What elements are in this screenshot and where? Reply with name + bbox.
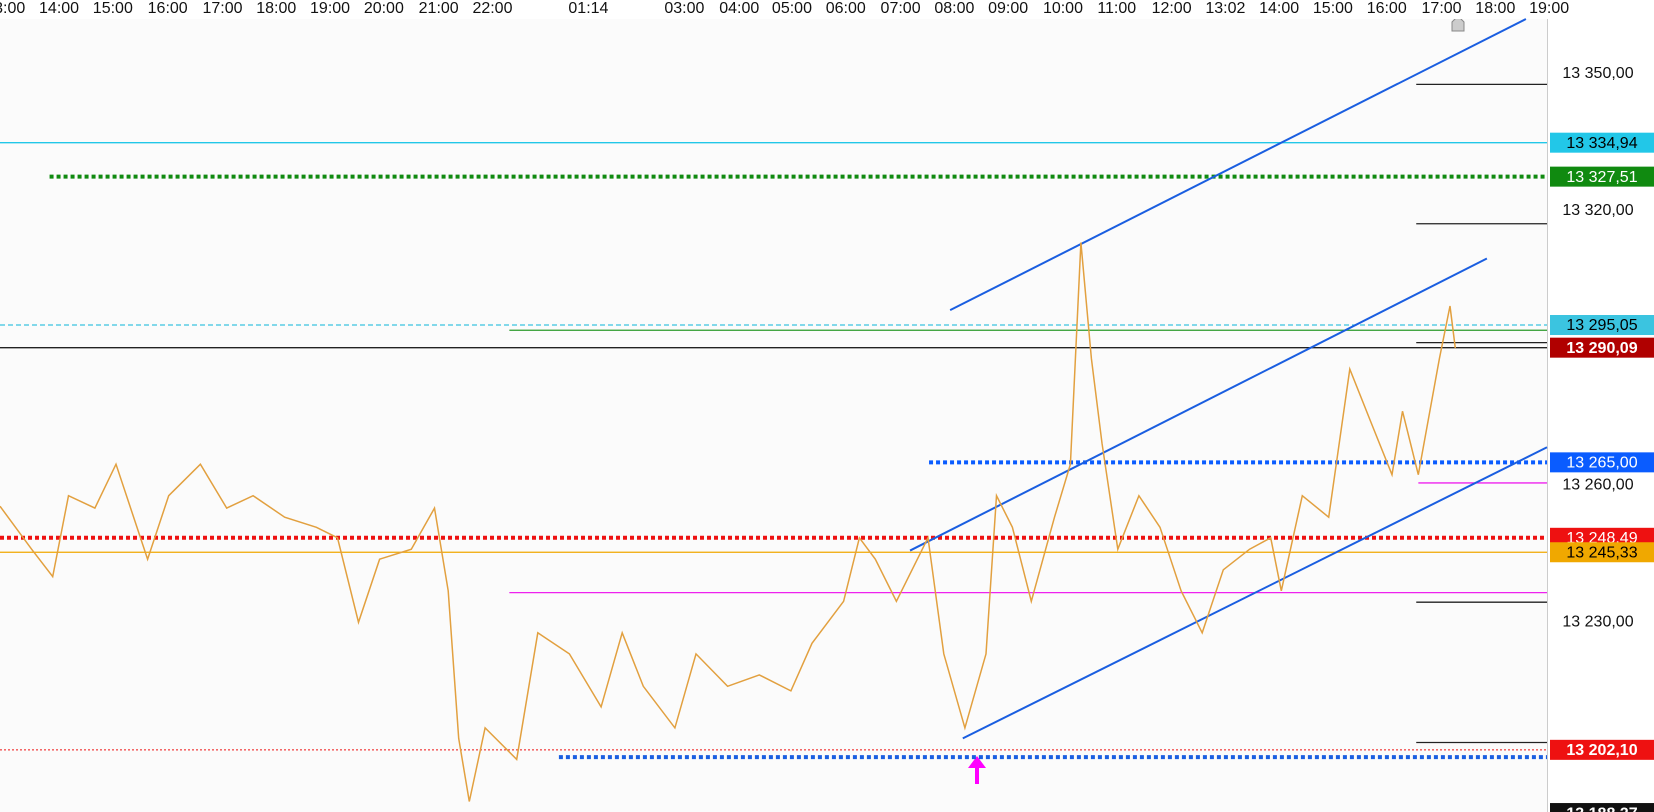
level-tag-label: 13 202,10: [1566, 742, 1637, 759]
level-tag: [1550, 739, 1654, 760]
y-tick-label: 13 260,00: [1562, 476, 1633, 493]
x-tick-label: 16:00: [148, 0, 188, 17]
x-tick-label: 10:00: [1043, 0, 1083, 17]
x-tick-label: 13:00: [0, 0, 25, 17]
x-tick-label: 06:00: [826, 0, 866, 17]
level-tag: [1550, 337, 1654, 358]
x-tick-label: 14:00: [39, 0, 79, 17]
x-tick-label: 03:00: [664, 0, 704, 17]
level-tag-label: 13 265,00: [1566, 455, 1637, 472]
level-tag-label: 13 245,33: [1566, 544, 1637, 561]
y-tick-label: 13 320,00: [1562, 202, 1633, 219]
x-tick-label: 21:00: [419, 0, 459, 17]
level-tag-label: 13 334,94: [1566, 135, 1637, 152]
x-tick-label: 14:00: [1259, 0, 1299, 17]
x-tick-label: 15:00: [93, 0, 133, 17]
level-tag-label: 13 327,51: [1566, 169, 1637, 186]
x-tick-label: 19:00: [1529, 0, 1569, 17]
x-tick-label: 12:00: [1152, 0, 1192, 17]
y-tick-label: 13 350,00: [1562, 65, 1633, 82]
trend-line: [962, 446, 1548, 740]
time-axis: [0, 0, 1654, 19]
trend-line: [949, 18, 1527, 312]
x-tick-label: 13:02: [1205, 0, 1245, 17]
level-tag-label: 13 295,05: [1566, 317, 1637, 334]
price-line: [0, 242, 1457, 802]
x-tick-label: 19:00: [310, 0, 350, 17]
x-tick-label: 16:00: [1367, 0, 1407, 17]
level-tag: [1550, 452, 1654, 473]
x-tick-label: 11:00: [1097, 0, 1136, 17]
x-tick-label: 07:00: [881, 0, 921, 17]
x-tick-label: 22:00: [472, 0, 512, 17]
level-tag-label: 13 290,09: [1566, 340, 1637, 357]
x-tick-label: 18:00: [256, 0, 296, 17]
level-tag: [1550, 315, 1654, 336]
x-tick-label: 05:00: [772, 0, 812, 17]
x-tick-label: 20:00: [364, 0, 404, 17]
x-tick-label: 08:00: [934, 0, 974, 17]
level-tag-label: 13 188,27: [1566, 805, 1637, 812]
x-tick-label: 17:00: [202, 0, 242, 17]
x-tick-label: 01:14: [568, 0, 608, 17]
x-tick-label: 17:00: [1422, 0, 1462, 17]
y-tick-label: 13 230,00: [1562, 614, 1633, 631]
x-tick-label: 18:00: [1475, 0, 1515, 17]
trend-line: [909, 257, 1488, 552]
x-tick-label: 09:00: [988, 0, 1028, 17]
plot-area: [0, 19, 1547, 812]
x-tick-label: 04:00: [719, 0, 759, 17]
level-tag: [1550, 132, 1654, 153]
level-tag: [1550, 166, 1654, 187]
x-tick-label: 15:00: [1313, 0, 1353, 17]
level-tag: [1550, 803, 1654, 812]
level-tag: [1550, 542, 1654, 563]
signal-arrow[interactable]: [968, 756, 986, 784]
